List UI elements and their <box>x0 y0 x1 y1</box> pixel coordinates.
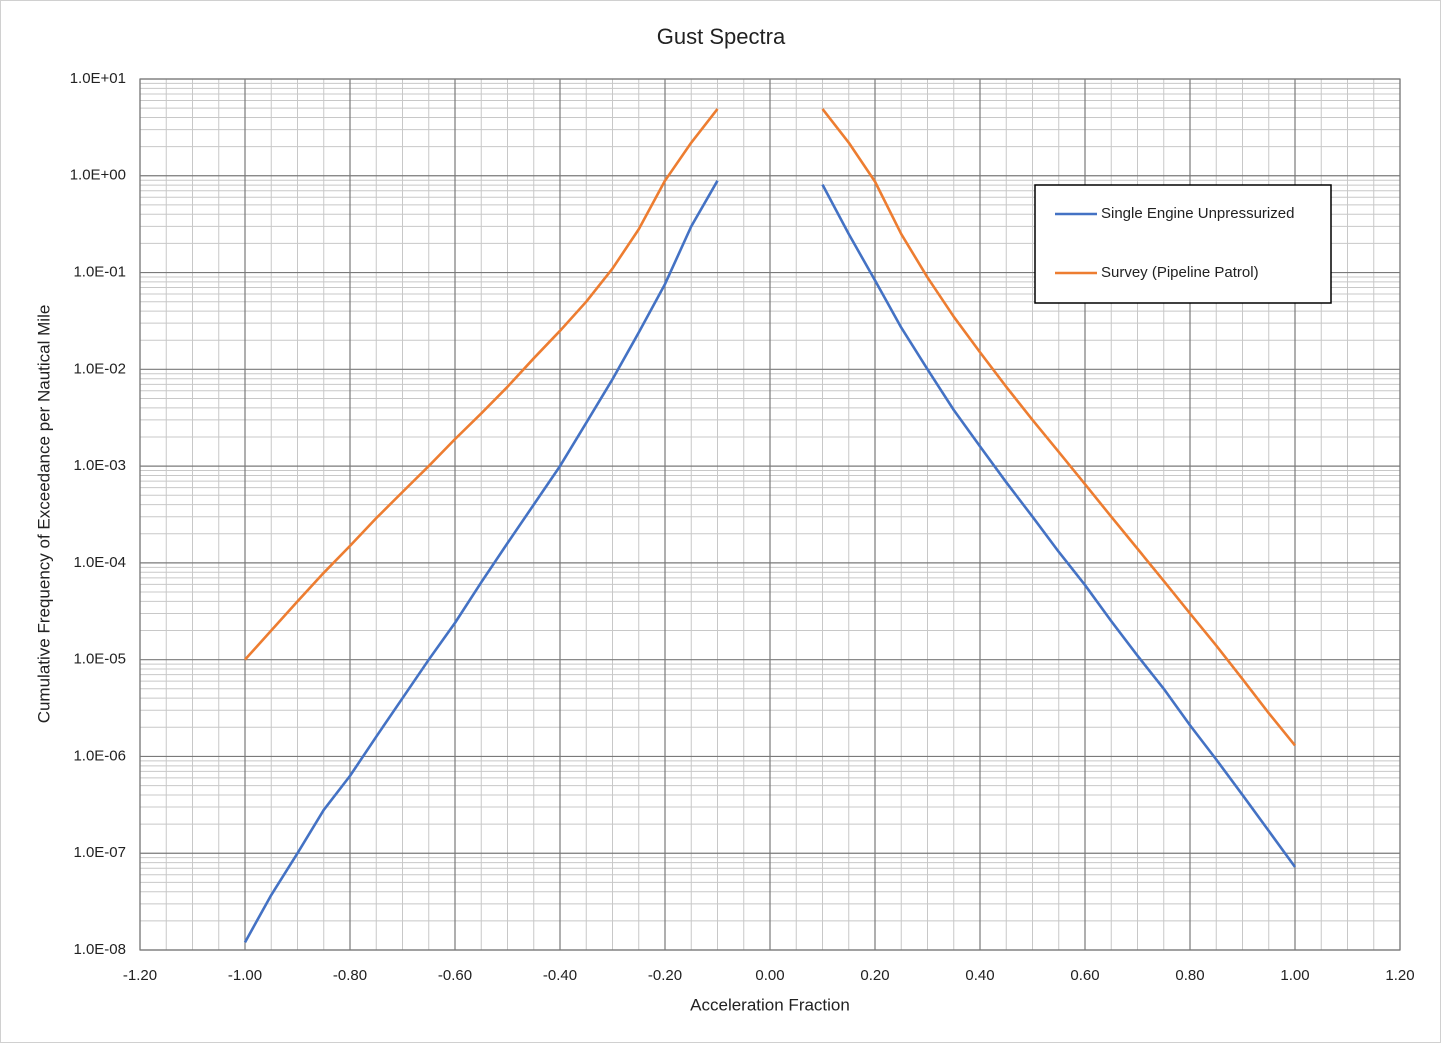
x-tick-label: 1.00 <box>1280 967 1309 984</box>
x-tick-label: -1.00 <box>228 967 262 984</box>
legend-label: Survey (Pipeline Patrol) <box>1101 264 1259 281</box>
y-tick-label: 1.0E-02 <box>73 360 126 377</box>
y-axis-label: Cumulative Frequency of Exceedance per N… <box>34 305 53 724</box>
y-tick-label: 1.0E+01 <box>70 70 126 87</box>
y-tick-label: 1.0E-04 <box>73 554 126 571</box>
y-tick-label: 1.0E-03 <box>73 457 126 474</box>
series-line <box>243 180 1297 943</box>
x-tick-label: -0.20 <box>648 967 682 984</box>
y-tick-label: 1.0E-06 <box>73 747 126 764</box>
plot-border <box>139 78 1401 951</box>
chart-title: Gust Spectra <box>657 24 786 49</box>
x-tick-label: -0.80 <box>333 967 367 984</box>
x-axis-label: Acceleration Fraction <box>690 995 850 1014</box>
series-line <box>244 108 1297 747</box>
x-tick-label: 0.00 <box>755 967 784 984</box>
x-tick-label: 0.20 <box>860 967 889 984</box>
y-tick-label: 1.0E+00 <box>70 167 126 184</box>
legend-label: Single Engine Unpressurized <box>1101 205 1294 222</box>
y-tick-label: 1.0E-07 <box>73 844 126 861</box>
x-tick-label: -1.20 <box>123 967 157 984</box>
x-tick-label: 0.80 <box>1175 967 1204 984</box>
y-tick-label: 1.0E-08 <box>73 941 126 958</box>
x-tick-label: -0.40 <box>543 967 577 984</box>
y-tick-label: 1.0E-05 <box>73 651 126 668</box>
y-tick-label: 1.0E-01 <box>73 264 126 281</box>
x-tick-label: 1.20 <box>1385 967 1414 984</box>
legend-box <box>1034 184 1332 304</box>
x-tick-label: 0.40 <box>965 967 994 984</box>
x-tick-label: 0.60 <box>1070 967 1099 984</box>
x-tick-label: -0.60 <box>438 967 472 984</box>
plot <box>243 108 1297 943</box>
